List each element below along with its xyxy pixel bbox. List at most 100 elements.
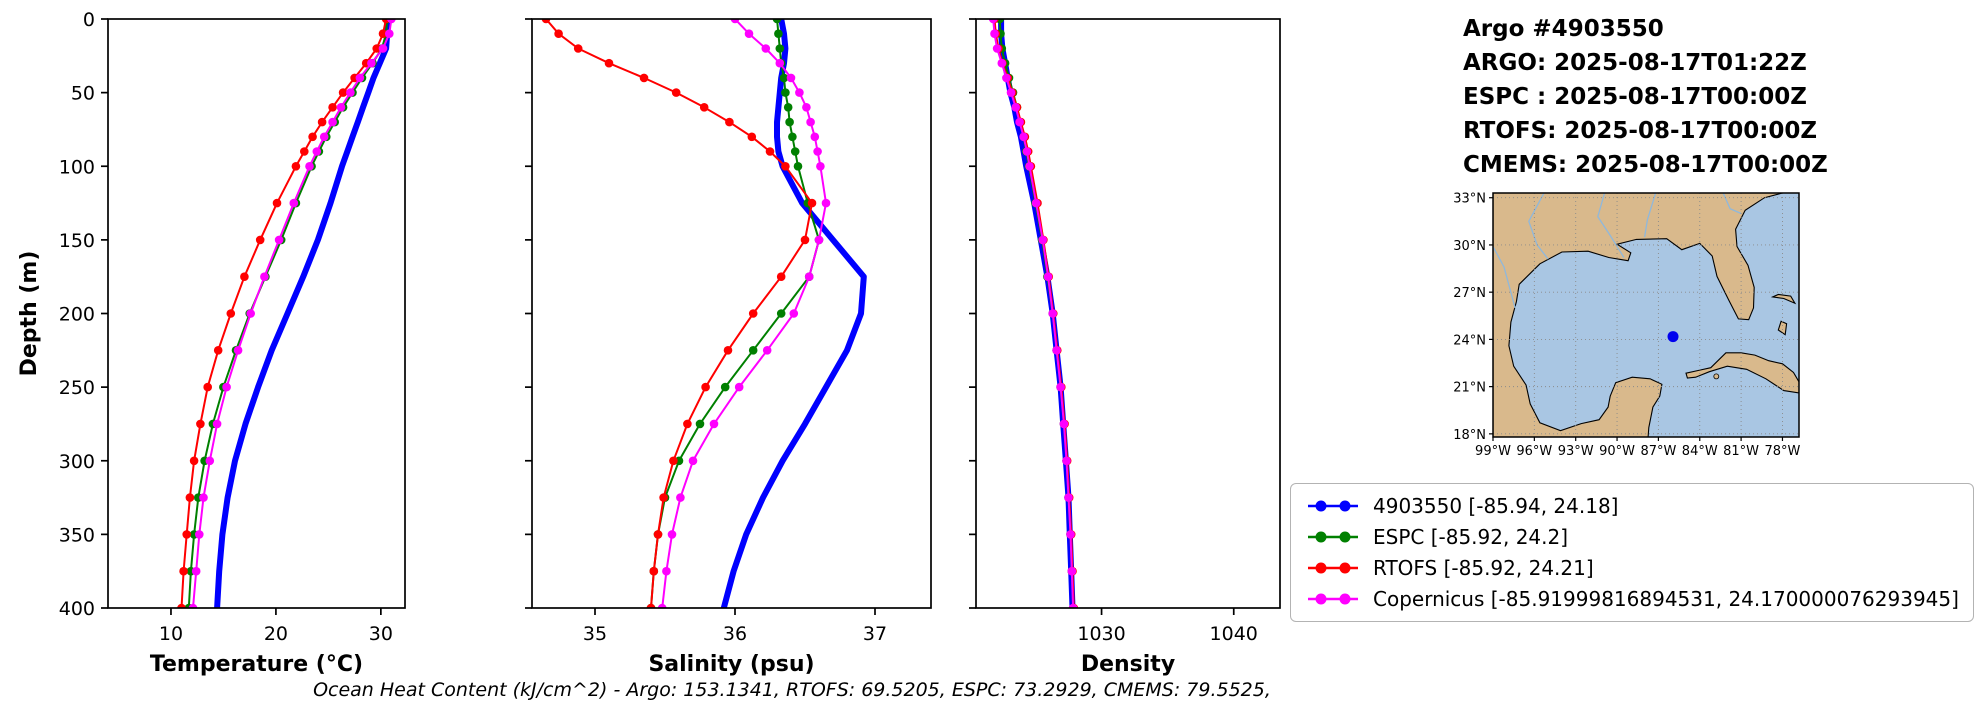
gulf-of-mexico-map: 99°W 96°W 93°W 90°W 87°W 84°W 81°W 78°W 33°N 30°N… xyxy=(1453,192,1800,459)
profile-marker-rtofs xyxy=(196,419,205,429)
profile-marker-espc xyxy=(776,309,786,318)
profile-marker-copernicus xyxy=(709,419,719,429)
depth-tick-label: 50 xyxy=(71,83,95,105)
map-lon-label: 81°W xyxy=(1723,444,1759,459)
espc-timestamp: ESPC : 2025-08-17T00:00Z xyxy=(1463,84,1807,110)
profile-marker-copernicus xyxy=(328,117,337,127)
profile-marker-espc xyxy=(781,88,790,97)
ocean-heat-content-caption: Ocean Heat Content (kJ/cm^2) - Argo: 153… xyxy=(313,679,1271,701)
profile-marker-rtofs xyxy=(800,235,810,245)
profile-marker-copernicus xyxy=(667,530,677,539)
profile-line-4903550 xyxy=(214,19,391,608)
profile-marker-copernicus xyxy=(367,58,376,68)
map-lon-label: 90°W xyxy=(1599,444,1635,459)
profile-marker-copernicus xyxy=(657,603,667,608)
x-tick-label: 1030 xyxy=(1077,623,1125,645)
profile-marker-copernicus xyxy=(305,162,314,171)
profile-marker-copernicus xyxy=(1068,603,1078,608)
profile-marker-rtofs xyxy=(671,88,681,97)
profile-marker-rtofs xyxy=(699,103,709,112)
profile-marker-rtofs xyxy=(646,603,656,608)
profile-marker-rtofs xyxy=(781,162,790,171)
map-lon-label: 93°W xyxy=(1558,444,1594,459)
profile-marker-rtofs xyxy=(765,147,775,156)
density-panel: 1030 1040 Density xyxy=(969,18,1281,677)
profile-marker-copernicus xyxy=(762,346,772,355)
profile-marker-copernicus xyxy=(205,456,215,466)
profile-marker-rtofs xyxy=(554,29,563,38)
profile-marker-rtofs xyxy=(338,88,348,97)
profile-marker-rtofs xyxy=(807,198,817,208)
legend-key-espc xyxy=(1308,531,1358,543)
x-tick-label: 37 xyxy=(863,623,887,645)
legend-item-copernicus: Copernicus [-85.91999816894531, 24.17000… xyxy=(1305,587,1959,611)
map-lon-label: 78°W xyxy=(1765,444,1801,459)
profile-marker-rtofs xyxy=(308,132,317,142)
profile-marker-copernicus xyxy=(355,73,365,83)
salinity-panel: 35 36 37 Salinity (psu) xyxy=(525,18,932,677)
profile-marker-copernicus xyxy=(1019,132,1028,142)
x-axis-label: Salinity (psu) xyxy=(648,652,814,677)
profile-marker-copernicus xyxy=(289,198,299,208)
profile-marker-copernicus xyxy=(319,132,329,142)
map-lat-label: 33°N xyxy=(1453,192,1486,207)
profile-marker-rtofs xyxy=(255,235,265,245)
x-tick-label: 35 xyxy=(583,623,607,645)
profile-marker-copernicus xyxy=(1064,493,1073,502)
map-land-island xyxy=(1777,320,1788,336)
x-tick-label: 10 xyxy=(159,623,183,645)
profile-marker-copernicus xyxy=(676,493,685,502)
profile-marker-rtofs xyxy=(185,493,195,502)
profile-marker-copernicus xyxy=(195,530,204,539)
profile-marker-copernicus xyxy=(233,346,243,355)
float-position-marker xyxy=(1667,331,1679,343)
legend-item-rtofs: RTOFS [-85.92, 24.21] xyxy=(1305,556,1959,580)
map-land-island xyxy=(1685,352,1799,394)
cmems-timestamp: CMEMS: 2025-08-17T00:00Z xyxy=(1463,152,1828,178)
profile-marker-rtofs xyxy=(776,272,786,282)
profile-marker-espc xyxy=(720,382,730,392)
profile-marker-rtofs xyxy=(639,73,649,83)
map-lat-label: 18°N xyxy=(1453,428,1486,443)
profile-marker-espc xyxy=(695,419,705,429)
x-tick-label: 1040 xyxy=(1210,623,1258,645)
profile-marker-copernicus xyxy=(1002,73,1011,83)
legend-item-argo: 4903550 [-85.94, 24.18] xyxy=(1305,494,1959,518)
map-river xyxy=(1597,193,1625,258)
depth-tick-label: 400 xyxy=(59,598,95,620)
profile-marker-rtofs xyxy=(179,566,188,576)
profile-marker-copernicus xyxy=(199,493,208,502)
profile-marker-espc xyxy=(783,103,793,112)
profile-marker-copernicus xyxy=(734,382,744,392)
profile-marker-copernicus xyxy=(775,58,785,68)
profile-marker-rtofs xyxy=(291,162,301,171)
y-axis-label: Depth (m) xyxy=(17,251,42,377)
profile-marker-rtofs xyxy=(300,147,309,156)
legend-item-espc: ESPC [-85.92, 24.2] xyxy=(1305,525,1959,549)
map-river xyxy=(1528,193,1549,260)
profile-marker-copernicus xyxy=(191,566,201,576)
profile-marker-copernicus xyxy=(274,235,284,245)
map-land-island xyxy=(1713,373,1720,380)
profile-marker-rtofs xyxy=(723,346,733,355)
profile-marker-copernicus xyxy=(1031,198,1041,208)
profile-marker-rtofs xyxy=(240,272,249,282)
profile-marker-copernicus xyxy=(761,44,771,53)
profile-marker-copernicus xyxy=(730,19,740,24)
profile-marker-copernicus xyxy=(802,103,811,112)
profile-marker-copernicus xyxy=(336,103,346,112)
legend-label-copernicus: Copernicus [-85.91999816894531, 24.17000… xyxy=(1373,587,1959,611)
map-lat-label: 24°N xyxy=(1453,333,1486,348)
profile-marker-rtofs xyxy=(541,19,551,24)
legend-label-argo: 4903550 [-85.94, 24.18] xyxy=(1373,494,1619,518)
profile-marker-rtofs xyxy=(328,103,337,112)
legend-key-rtofs xyxy=(1308,562,1358,574)
profile-marker-rtofs xyxy=(604,58,614,68)
depth-tick-label: 150 xyxy=(59,230,95,252)
profile-marker-rtofs xyxy=(372,44,382,53)
profile-marker-copernicus xyxy=(1052,346,1061,355)
profile-marker-copernicus xyxy=(814,235,824,245)
profile-marker-copernicus xyxy=(212,419,222,429)
profile-marker-copernicus xyxy=(1056,382,1065,392)
station-info-block: Argo #4903550 ARGO: 2025-08-17T01:22Z ES… xyxy=(1463,12,1828,182)
